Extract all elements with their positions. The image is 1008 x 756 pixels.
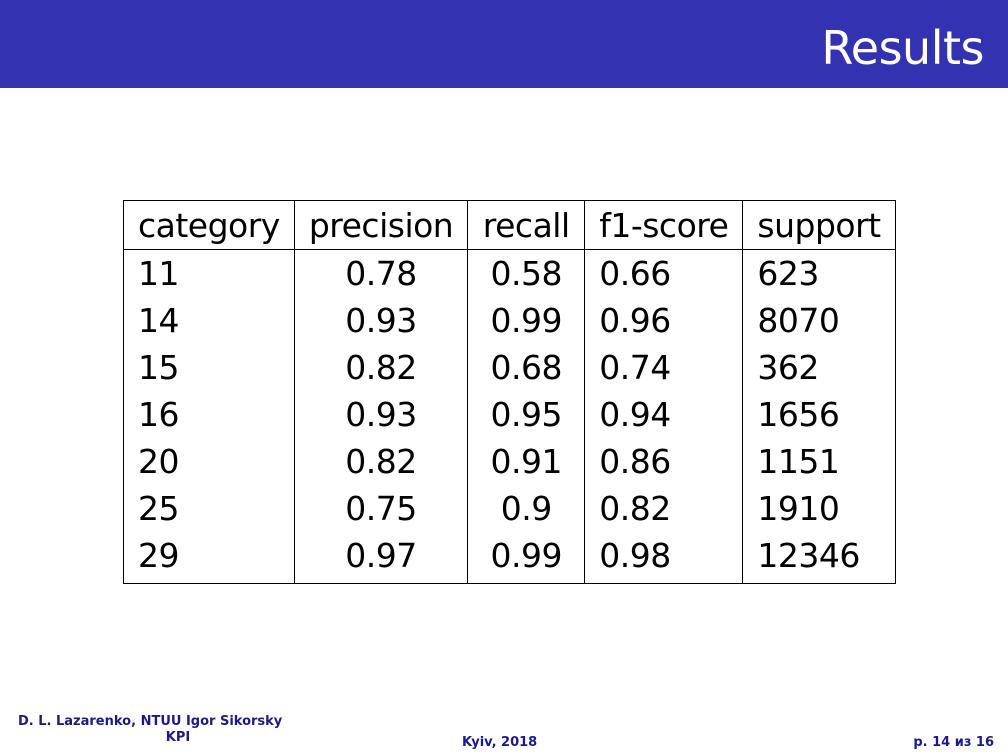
cell-precision: 0.75 <box>293 485 469 532</box>
cell-recall: 0.99 <box>467 532 586 584</box>
slide-title: Results <box>821 21 984 75</box>
cell-recall: 0.58 <box>467 249 586 297</box>
cell-category: 16 <box>123 391 295 438</box>
table-row: 16 0.93 0.95 0.94 1656 <box>123 391 897 438</box>
table-row: 15 0.82 0.68 0.74 362 <box>123 344 897 391</box>
cell-support: 1910 <box>742 485 897 532</box>
cell-category: 29 <box>123 532 295 584</box>
table-row: 25 0.75 0.9 0.82 1910 <box>123 485 897 532</box>
cell-precision: 0.82 <box>293 438 469 485</box>
cell-f1-score: 0.74 <box>584 344 744 391</box>
cell-support: 12346 <box>742 532 897 584</box>
cell-recall: 0.99 <box>467 297 586 344</box>
footer-place: Kyiv, 2018 <box>462 735 538 750</box>
cell-category: 25 <box>123 485 295 532</box>
cell-recall: 0.95 <box>467 391 586 438</box>
column-header-recall: recall <box>467 200 586 250</box>
results-table: category precision recall f1-score suppo… <box>123 200 897 584</box>
cell-f1-score: 0.96 <box>584 297 744 344</box>
footer-author: D. L. Lazarenko, NTUU Igor Sikorsky KPI <box>18 714 338 746</box>
cell-support: 1151 <box>742 438 897 485</box>
cell-precision: 0.82 <box>293 344 469 391</box>
cell-support: 8070 <box>742 297 897 344</box>
cell-precision: 0.93 <box>293 391 469 438</box>
cell-support: 623 <box>742 249 897 297</box>
cell-f1-score: 0.86 <box>584 438 744 485</box>
footer-author-line2: KPI <box>165 730 191 745</box>
cell-f1-score: 0.98 <box>584 532 744 584</box>
column-header-support: support <box>742 200 897 250</box>
cell-recall: 0.9 <box>467 485 586 532</box>
cell-recall: 0.91 <box>467 438 586 485</box>
cell-support: 1656 <box>742 391 897 438</box>
cell-recall: 0.68 <box>467 344 586 391</box>
column-header-precision: precision <box>293 200 469 250</box>
footer-page-number: p. 14 из 16 <box>913 735 994 750</box>
column-header-f1-score: f1-score <box>584 200 744 250</box>
footer-author-line1: D. L. Lazarenko, NTUU Igor Sikorsky <box>18 714 283 729</box>
table-row: 14 0.93 0.99 0.96 8070 <box>123 297 897 344</box>
table-row: 29 0.97 0.99 0.98 12346 <box>123 532 897 584</box>
cell-category: 14 <box>123 297 295 344</box>
cell-category: 20 <box>123 438 295 485</box>
cell-category: 15 <box>123 344 295 391</box>
table-header-row: category precision recall f1-score suppo… <box>123 200 897 250</box>
table-row: 11 0.78 0.58 0.66 623 <box>123 249 897 297</box>
cell-precision: 0.78 <box>293 249 469 297</box>
cell-support: 362 <box>742 344 897 391</box>
cell-precision: 0.93 <box>293 297 469 344</box>
header-bar: Results <box>0 0 1008 88</box>
cell-category: 11 <box>123 249 295 297</box>
cell-f1-score: 0.66 <box>584 249 744 297</box>
cell-f1-score: 0.82 <box>584 485 744 532</box>
cell-precision: 0.97 <box>293 532 469 584</box>
column-header-category: category <box>123 200 295 250</box>
cell-f1-score: 0.94 <box>584 391 744 438</box>
table-row: 20 0.82 0.91 0.86 1151 <box>123 438 897 485</box>
